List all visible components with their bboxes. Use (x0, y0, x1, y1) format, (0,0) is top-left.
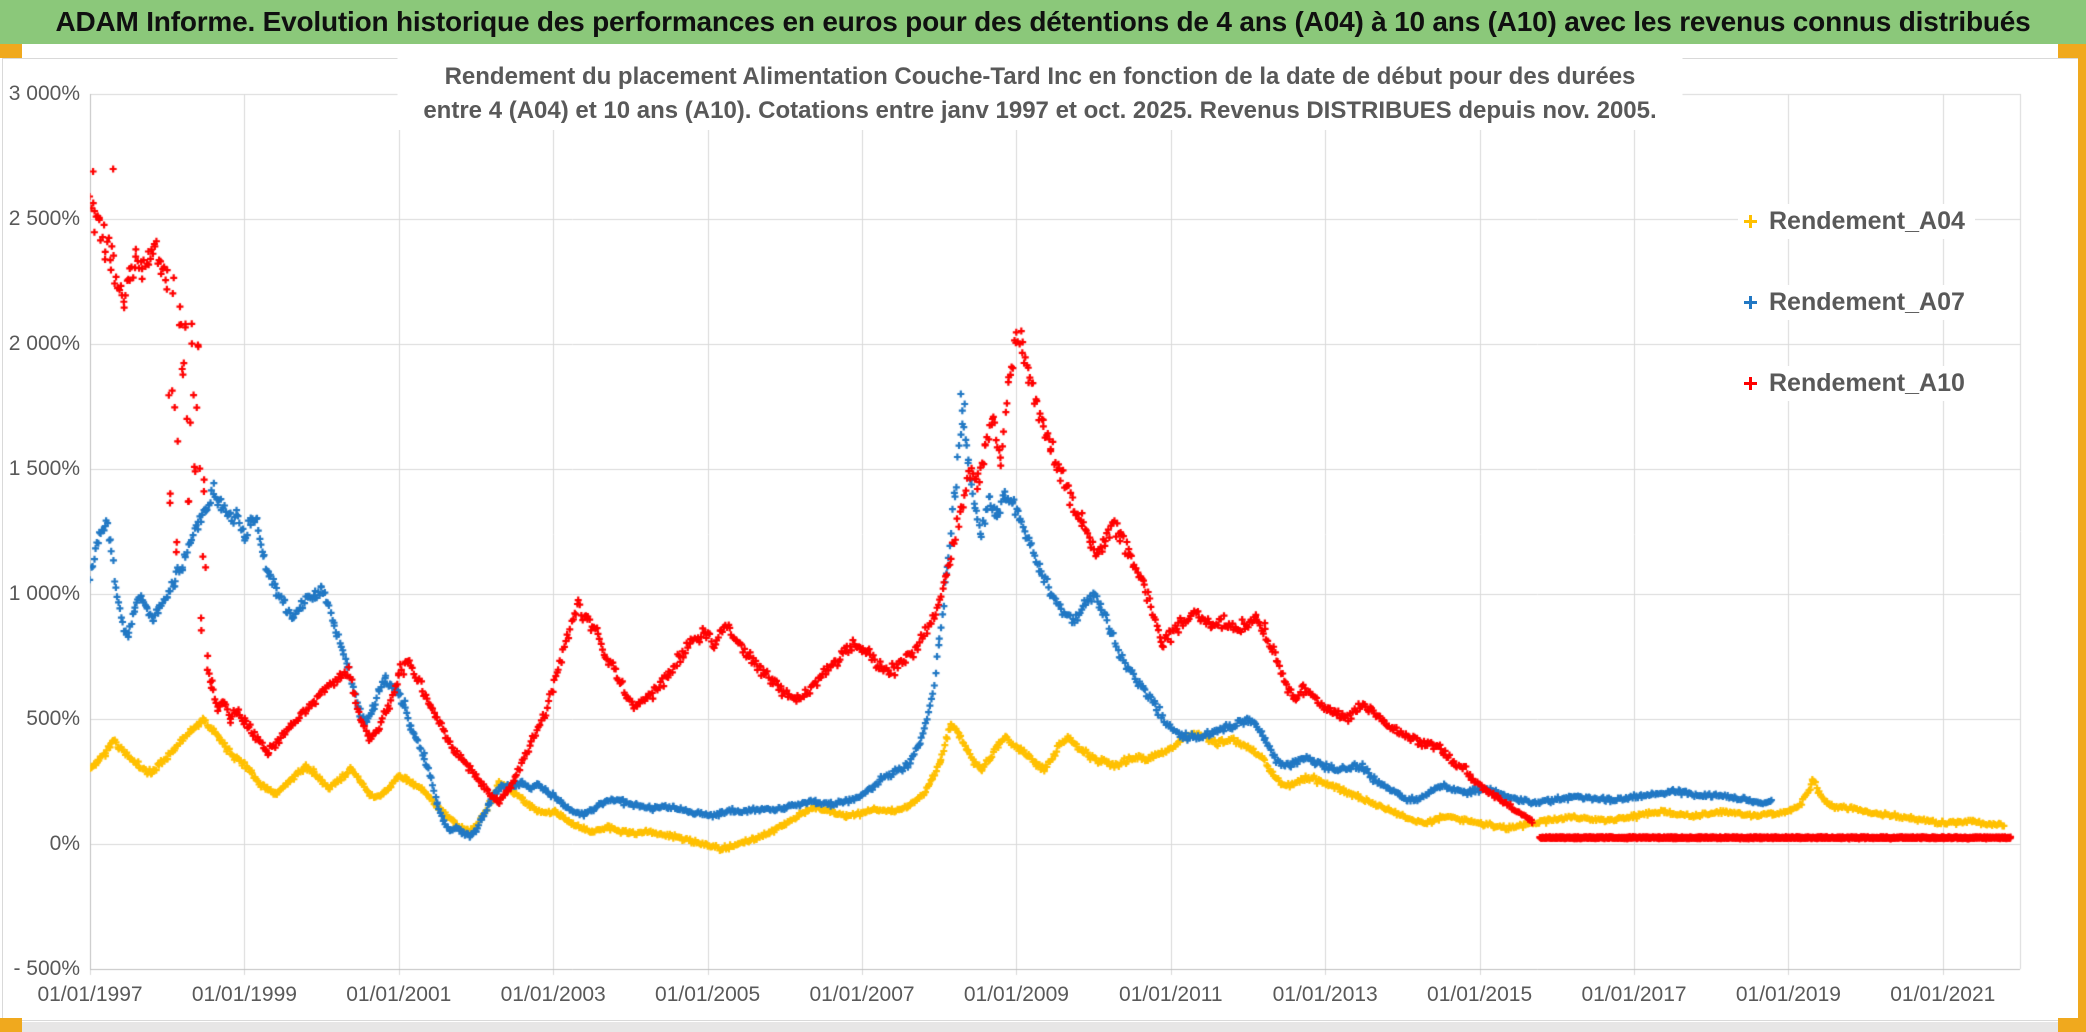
sheet-accent-bottom-right (2058, 1018, 2078, 1032)
chart-title-line2: entre 4 (A04) et 10 ans (A10). Cotations… (423, 97, 1657, 124)
legend-label: Rendement_A10 (1769, 369, 1965, 397)
x-axis-tick-label: 01/01/2001 (346, 983, 452, 1006)
x-axis-tick-label: 01/01/1997 (37, 983, 143, 1006)
plus-marker-icon (1744, 296, 1757, 309)
x-axis-tick-label: 01/01/1999 (191, 983, 297, 1006)
x-axis-tick-label: 01/01/2007 (809, 983, 915, 1006)
y-axis-tick-label: - 500% (13, 957, 80, 980)
banner: ADAM Informe. Evolution historique des p… (0, 0, 2086, 44)
x-axis-tick-label: 01/01/2005 (655, 983, 761, 1006)
legend-item-Rendement_A07[interactable]: Rendement_A07 (1738, 285, 1975, 320)
banner-title: ADAM Informe. Evolution historique des p… (55, 6, 2031, 37)
sheet-accent-top-left (0, 44, 22, 58)
x-axis-tick-label: 01/01/2017 (1581, 983, 1687, 1006)
legend-item-Rendement_A10[interactable]: Rendement_A10 (1738, 366, 1975, 401)
x-axis-tick-label: 01/01/2021 (1890, 983, 1996, 1006)
y-axis-tick-label: 0% (49, 832, 80, 855)
x-axis-tick-label: 01/01/2019 (1735, 983, 1841, 1006)
legend-label: Rendement_A04 (1769, 207, 1965, 235)
legend-label: Rendement_A07 (1769, 288, 1965, 316)
sheet-accent-bottom-left (0, 1018, 22, 1032)
sheet-accent-top-right (2058, 44, 2078, 58)
x-axis-tick-label: 01/01/2015 (1427, 983, 1533, 1006)
sheet-accent-right (2078, 0, 2086, 1032)
legend-item-Rendement_A04[interactable]: Rendement_A04 (1738, 204, 1975, 239)
y-axis-tick-label: 1 500% (8, 457, 80, 480)
y-axis-tick-label: 3 000% (8, 82, 80, 105)
x-axis-tick-label: 01/01/2009 (963, 983, 1069, 1006)
chart-title-line1: Rendement du placement Alimentation Couc… (444, 63, 1636, 90)
y-axis-tick-label: 2 500% (8, 207, 80, 230)
plus-marker-icon (1744, 215, 1757, 228)
y-axis-tick-label: 1 000% (8, 582, 80, 605)
x-axis-tick-label: 01/01/2011 (1119, 983, 1223, 1006)
legend: Rendement_A04 Rendement_A07 Rendement_A10 (1738, 204, 1975, 447)
chart-title: Rendement du placement Alimentation Couc… (397, 58, 1683, 130)
sheet-row-strip (22, 1022, 2058, 1032)
x-axis-tick-label: 01/01/2013 (1272, 983, 1378, 1006)
y-axis-tick-label: 500% (26, 707, 80, 730)
y-axis-tick-label: 2 000% (8, 332, 80, 355)
plus-marker-icon (1744, 377, 1757, 390)
x-axis-tick-label: 01/01/2003 (500, 983, 606, 1006)
